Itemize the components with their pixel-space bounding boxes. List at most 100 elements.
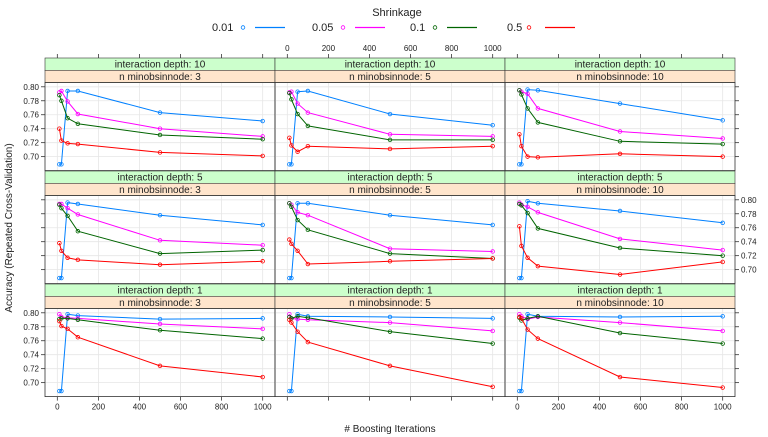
data-point — [519, 388, 524, 394]
data-point — [387, 137, 393, 143]
data-point — [287, 237, 292, 242]
data-point — [617, 330, 623, 336]
data-point — [157, 321, 163, 327]
strip-minobsinnode-label: n minobsinnode: 3 — [119, 72, 201, 83]
data-point — [295, 101, 300, 106]
data-point — [535, 314, 541, 319]
data-point — [59, 201, 64, 207]
data-point — [490, 316, 495, 321]
legend-label: 0.01 — [212, 22, 233, 34]
strip-interaction-depth-label: interaction depth: 5 — [577, 173, 662, 184]
panel: interaction depth: 10n minobsinnode: 3 — [44, 57, 276, 171]
data-point — [295, 201, 300, 206]
data-point — [517, 275, 522, 281]
data-point — [387, 320, 393, 325]
data-point — [289, 162, 294, 167]
data-point — [157, 251, 163, 256]
y-tick-label: 0.70 — [23, 153, 39, 162]
data-point — [59, 323, 64, 329]
data-point — [535, 226, 541, 231]
panel: interaction depth: 5n minobsinnode: 5 — [274, 170, 506, 285]
data-point — [519, 162, 524, 167]
panel-frame — [274, 195, 506, 285]
data-point — [387, 251, 393, 256]
data-point — [75, 111, 81, 117]
data-point — [535, 263, 541, 269]
data-point — [617, 320, 623, 325]
data-point — [260, 259, 265, 264]
data-point — [490, 123, 495, 128]
data-point — [305, 212, 311, 218]
data-point — [57, 162, 62, 167]
axes: 0.70 0.72 0.74 0.76 0.78 0.80 0 200 400 600 800 100… — [23, 44, 757, 412]
x-tick-label: 400 — [593, 403, 607, 412]
data-point — [617, 151, 623, 157]
legend-label: 0.05 — [312, 22, 333, 34]
x-tick-label: 800 — [675, 403, 689, 412]
strip-minobsinnode-label: n minobsinnode: 10 — [576, 72, 664, 83]
data-point — [287, 135, 292, 140]
data-point — [535, 210, 541, 215]
data-point — [535, 120, 541, 125]
strip-interaction-depth-label: interaction depth: 5 — [117, 173, 202, 184]
data-point — [59, 88, 64, 94]
data-point — [517, 388, 522, 394]
data-point — [57, 202, 62, 207]
series-line-0.5 — [519, 316, 723, 388]
data-point — [519, 92, 524, 97]
data-point — [617, 101, 623, 106]
x-tick-label: 0 — [55, 403, 60, 412]
data-point — [295, 89, 300, 94]
data-point — [295, 149, 300, 154]
panels: interaction depth: 10n minobsinnode: 3in… — [44, 57, 736, 398]
data-point — [305, 88, 311, 94]
data-point — [289, 204, 294, 209]
data-point — [525, 198, 530, 204]
data-point — [720, 259, 725, 265]
data-point — [57, 240, 62, 246]
data-point — [535, 106, 541, 111]
data-point — [517, 224, 522, 229]
series-line-0.1 — [519, 203, 723, 257]
data-point — [517, 162, 522, 167]
series-line-0.1 — [58, 204, 263, 255]
series-line-0.1 — [58, 95, 263, 140]
data-point — [57, 275, 62, 281]
data-point — [525, 87, 530, 92]
data-point — [525, 154, 530, 159]
data-point — [157, 212, 163, 218]
data-point — [59, 275, 64, 281]
strip-interaction-depth-label: interaction depth: 1 — [117, 286, 202, 297]
y-axis-title: Accuracy (Repeated Cross-Validation) — [4, 143, 15, 312]
data-point — [387, 259, 393, 264]
data-point — [75, 141, 81, 147]
data-point — [65, 88, 70, 94]
data-point — [387, 246, 393, 251]
data-point — [157, 110, 163, 115]
data-point — [260, 326, 265, 332]
data-point — [75, 257, 81, 263]
data-point — [305, 339, 311, 345]
x-tick-label: 800 — [445, 44, 459, 53]
data-point — [65, 99, 70, 104]
y-tick-label: 0.78 — [741, 210, 757, 219]
strip-interaction-depth-label: interaction depth: 1 — [577, 286, 662, 297]
series-line-0.1 — [288, 203, 493, 259]
data-point — [305, 143, 311, 149]
data-point — [260, 222, 265, 228]
y-tick-label: 0.76 — [23, 111, 39, 120]
data-point — [75, 121, 81, 127]
panel-frame — [504, 195, 736, 285]
data-point — [525, 255, 530, 260]
y-tick-label: 0.74 — [23, 351, 39, 360]
panel: interaction depth: 5n minobsinnode: 3 — [44, 170, 276, 285]
data-point — [289, 275, 294, 281]
panel: interaction depth: 1n minobsinnode: 5 — [274, 283, 506, 398]
data-point — [295, 248, 300, 253]
strip-minobsinnode-label: n minobsinnode: 5 — [349, 298, 431, 309]
data-point — [57, 316, 62, 322]
data-point — [57, 318, 62, 324]
series-line-0.5 — [288, 319, 493, 388]
data-point — [525, 316, 530, 321]
